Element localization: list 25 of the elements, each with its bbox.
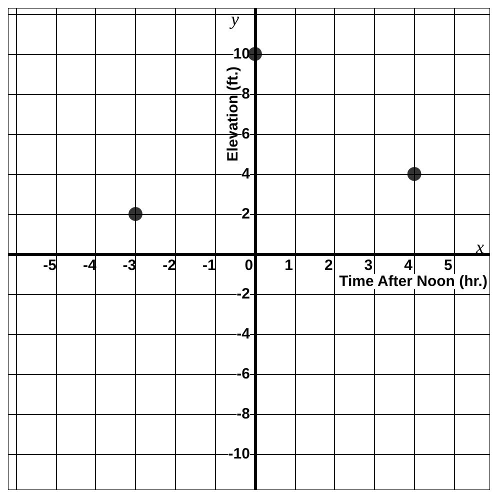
y-tick-label: -2: [236, 286, 250, 302]
y-tick-label: -6: [236, 366, 250, 382]
x-tick-label: -2: [162, 257, 176, 274]
x-tick-label: 2: [324, 257, 333, 274]
x-tick-label: 1: [284, 257, 293, 274]
x-tick-label: -3: [122, 257, 136, 274]
x-tick-label: -1: [202, 257, 216, 274]
y-tick-label: 6: [242, 126, 250, 142]
x-tick-label: 0: [244, 257, 254, 274]
annotation: y: [228, 9, 239, 29]
y-tick-label: 8: [242, 86, 250, 102]
y-tick-label: -8: [236, 406, 250, 422]
y-tick-label: 4: [242, 166, 251, 182]
point: [128, 207, 142, 221]
x-axis-title: Time After Noon (hr.): [339, 273, 488, 290]
x-tick-label: 3: [364, 257, 373, 274]
x-tick-label: 4: [404, 257, 414, 274]
y-axis-title: Elevation (ft.): [224, 66, 242, 162]
x-tick-label: -5: [43, 257, 56, 274]
y-tick-label: -4: [236, 326, 251, 342]
x-tick-label: 5: [444, 257, 452, 274]
y-tick-label: -10: [228, 446, 250, 462]
y-tick-label: 2: [242, 206, 250, 222]
point: [407, 167, 422, 181]
annotation: x: [475, 237, 484, 257]
